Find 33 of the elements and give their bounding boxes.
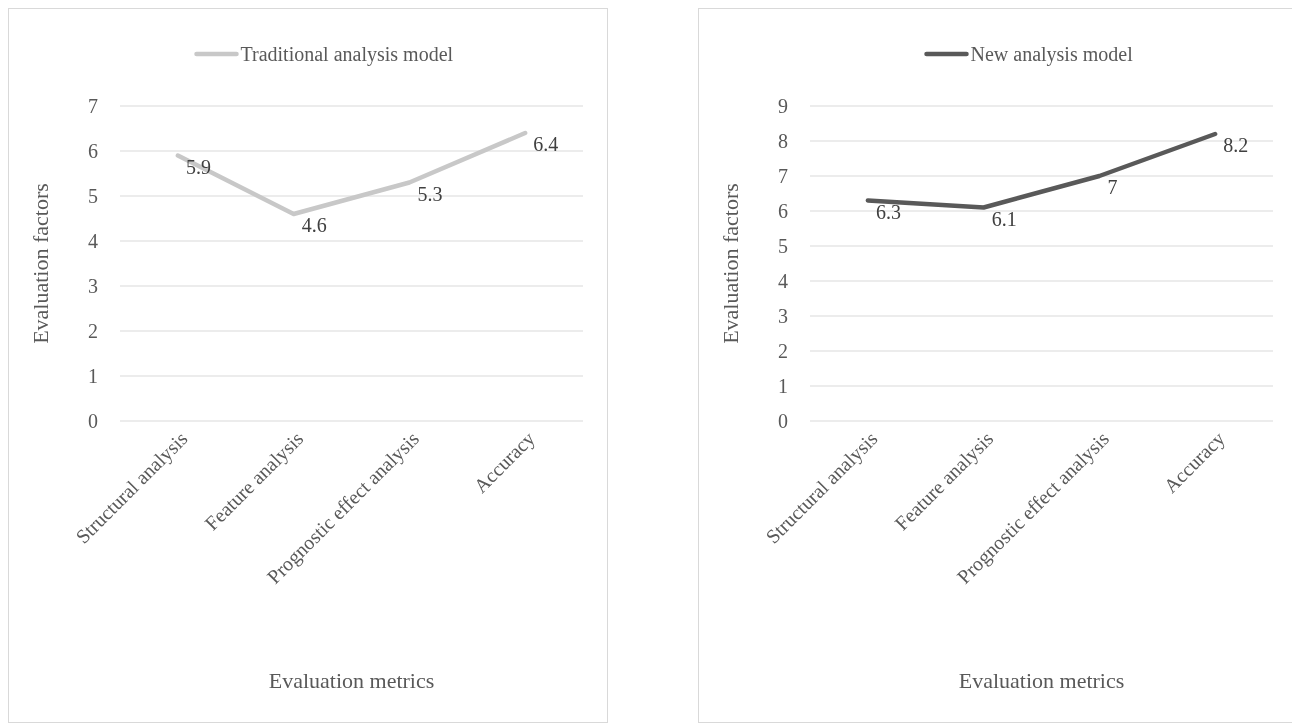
y-tick-label: 4 xyxy=(88,230,98,252)
y-axis-title: Evaluation factors xyxy=(28,183,53,344)
y-tick-label: 0 xyxy=(88,410,98,432)
legend-label: New analysis model xyxy=(970,43,1134,66)
legend-label: Traditional analysis model xyxy=(240,43,454,66)
y-tick-label: 8 xyxy=(778,130,788,152)
y-tick-label: 4 xyxy=(778,270,788,292)
y-tick-label: 3 xyxy=(88,275,98,297)
y-tick-label: 7 xyxy=(88,95,98,117)
x-axis-title: Evaluation metrics xyxy=(268,668,435,693)
y-tick-label: 6 xyxy=(778,200,788,222)
data-label: 7 xyxy=(1107,176,1118,198)
y-tick-label: 3 xyxy=(778,305,788,327)
y-tick-label: 0 xyxy=(778,410,788,432)
line-series xyxy=(175,130,528,217)
y-tick-label: 5 xyxy=(88,185,98,207)
y-axis-title: Evaluation factors xyxy=(718,183,743,344)
y-tick-label: 2 xyxy=(778,340,788,362)
y-tick-label: 7 xyxy=(778,165,788,187)
data-label: 6.3 xyxy=(875,200,901,223)
y-tick-label: 6 xyxy=(88,140,98,162)
data-label: 8.2 xyxy=(1223,134,1249,156)
y-tick-label: 2 xyxy=(88,320,98,342)
data-label: 5.3 xyxy=(417,182,443,205)
y-tick-label: 1 xyxy=(778,375,788,397)
y-tick-label: 9 xyxy=(778,95,788,117)
data-label: 4.6 xyxy=(301,214,327,236)
x-axis-title: Evaluation metrics xyxy=(958,668,1125,693)
data-label: 5.9 xyxy=(185,155,211,178)
data-label: 6.1 xyxy=(991,207,1017,230)
y-tick-label: 1 xyxy=(88,365,98,387)
data-label: 6.4 xyxy=(533,133,559,155)
y-tick-label: 5 xyxy=(778,235,788,257)
